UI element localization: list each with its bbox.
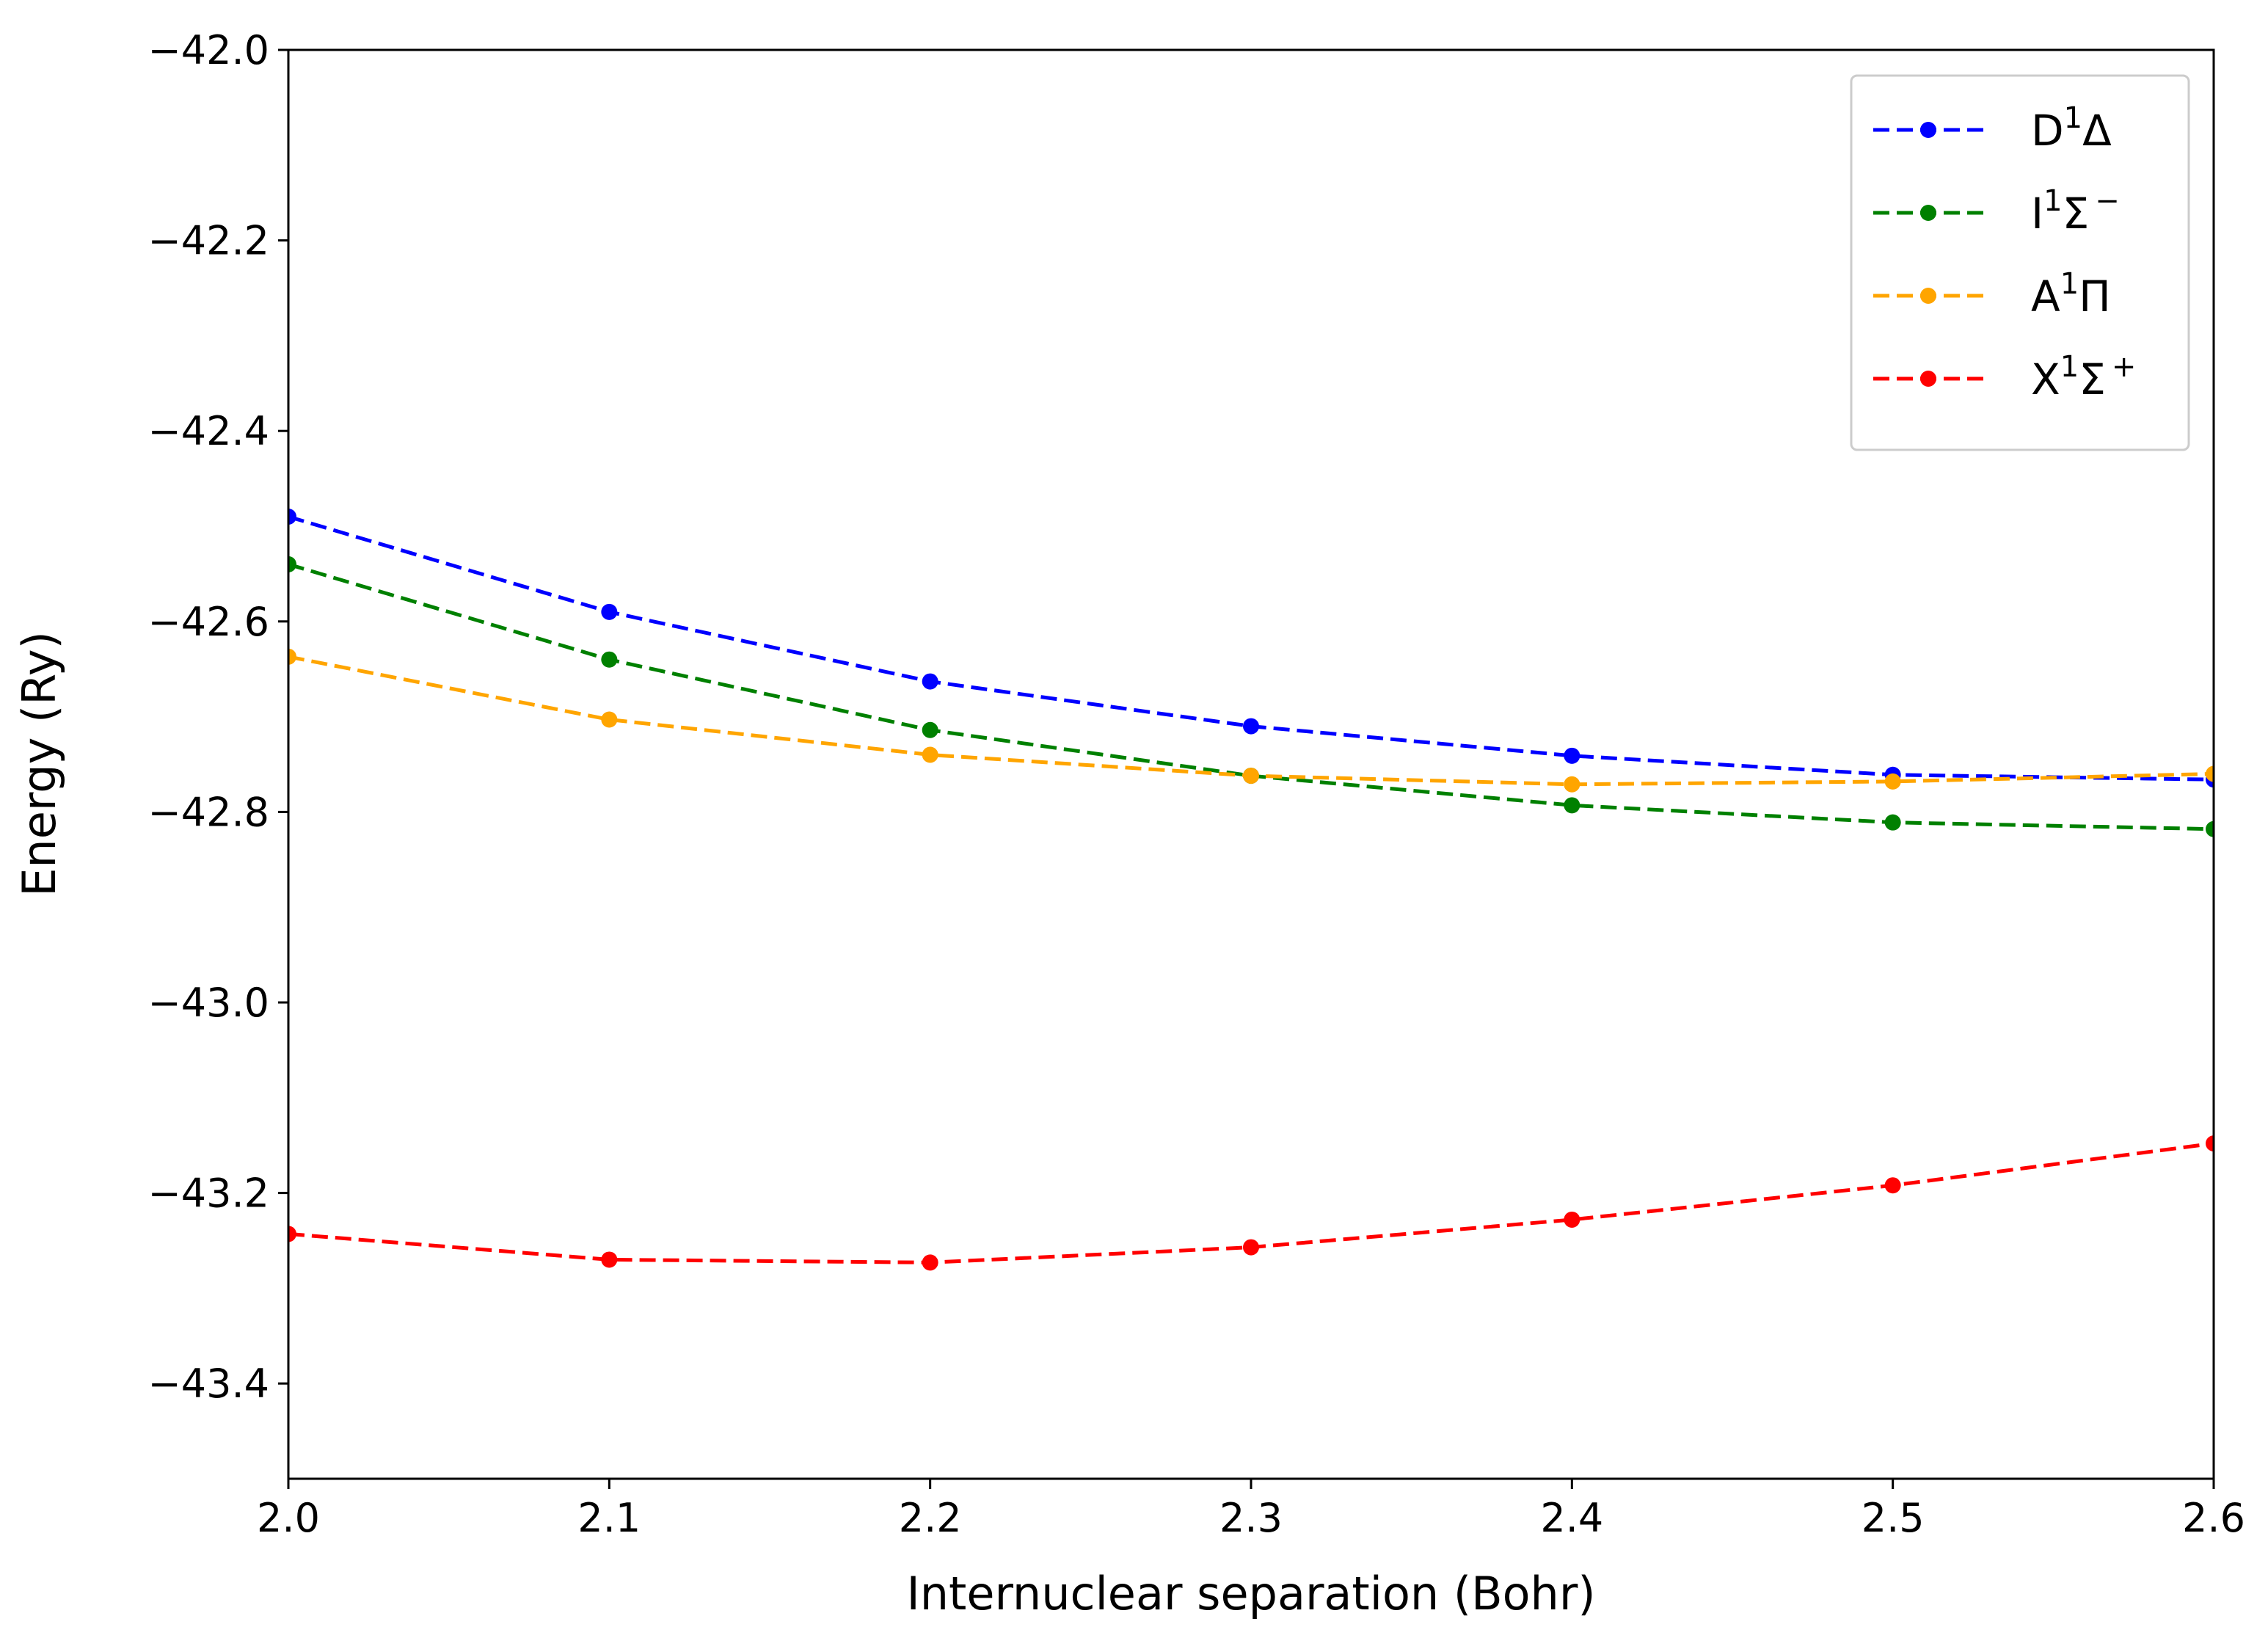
data-point [2206,765,2214,782]
legend-marker [1920,288,1936,304]
data-point [922,721,938,738]
data-point [922,746,938,763]
legend-frame [1850,74,2190,451]
legend-entry: I1Σ − [1873,184,2120,239]
legend-marker [1920,122,1936,138]
y-tick-label: −43.2 [148,1171,269,1217]
series-3 [288,1135,2214,1271]
legend-entry: X1Σ + [1873,350,2136,404]
x-tick-label: 2.5 [1862,1495,1925,1541]
x-tick-label: 2.2 [899,1495,962,1541]
x-tick-label: 2.3 [1219,1495,1283,1541]
data-point [1564,797,1580,814]
ticks-layer: 2.0 2.1 2.2 2.3 2.4 2.5 2.6 −42.0 −42.2 −42.4 −42.… [148,27,2245,1541]
y-axis-title: Energy (Ry) [12,631,66,897]
data-point [922,1254,938,1271]
legend-marker [1920,205,1936,221]
data-point [288,1226,296,1242]
y-tick-label: −42.4 [148,408,269,454]
y-tick-label: −42.8 [148,789,269,835]
y-tick-label: −42.6 [148,599,269,645]
series-layer [288,509,2214,1271]
y-tick-label: −43.4 [148,1361,269,1407]
data-point [1243,1239,1259,1256]
x-tick-label: 2.6 [2182,1495,2245,1541]
legend-marker [1920,371,1936,387]
data-point [1243,718,1259,735]
y-tick-label: −42.0 [148,27,269,73]
y-tick-label: −42.2 [148,218,269,264]
legend-label: A1Π [2031,267,2111,321]
legend-label: D1Δ [2031,101,2112,156]
x-tick-label: 2.4 [1540,1495,1603,1541]
series-2 [288,648,2214,793]
data-point [1564,1211,1580,1228]
y-tick-label: −43.0 [148,980,269,1026]
data-point [1884,773,1901,790]
data-point [288,648,296,665]
x-axis-title: Internuclear separation (Bohr) [906,1567,1595,1620]
data-point [601,711,618,728]
x-tick-label: 2.1 [577,1495,641,1541]
data-point [601,603,618,620]
data-point [1243,768,1259,785]
data-point [1884,814,1901,831]
x-tick-label: 2.0 [257,1495,320,1541]
data-point [288,509,296,525]
data-point [601,1251,618,1268]
legend: D1Δ I1Σ − A1Π X1Σ + [1850,74,2190,451]
legend-entry: A1Π [1873,267,2111,321]
data-point [288,556,296,572]
data-point [1884,1177,1901,1194]
plot-frame [287,48,2215,1480]
data-point [2206,820,2214,837]
legend-entry: D1Δ [1873,101,2112,156]
data-point [1564,747,1580,764]
data-point [601,651,618,668]
legend-label: I1Σ − [2031,184,2120,239]
legend-label: X1Σ + [2031,350,2136,404]
data-point [2206,1135,2214,1152]
data-point [1564,776,1580,793]
data-point [922,673,938,690]
